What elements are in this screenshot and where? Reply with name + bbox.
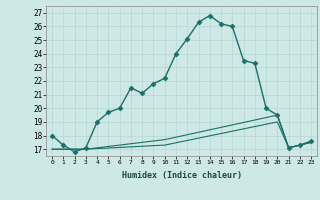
X-axis label: Humidex (Indice chaleur): Humidex (Indice chaleur) (122, 171, 242, 180)
